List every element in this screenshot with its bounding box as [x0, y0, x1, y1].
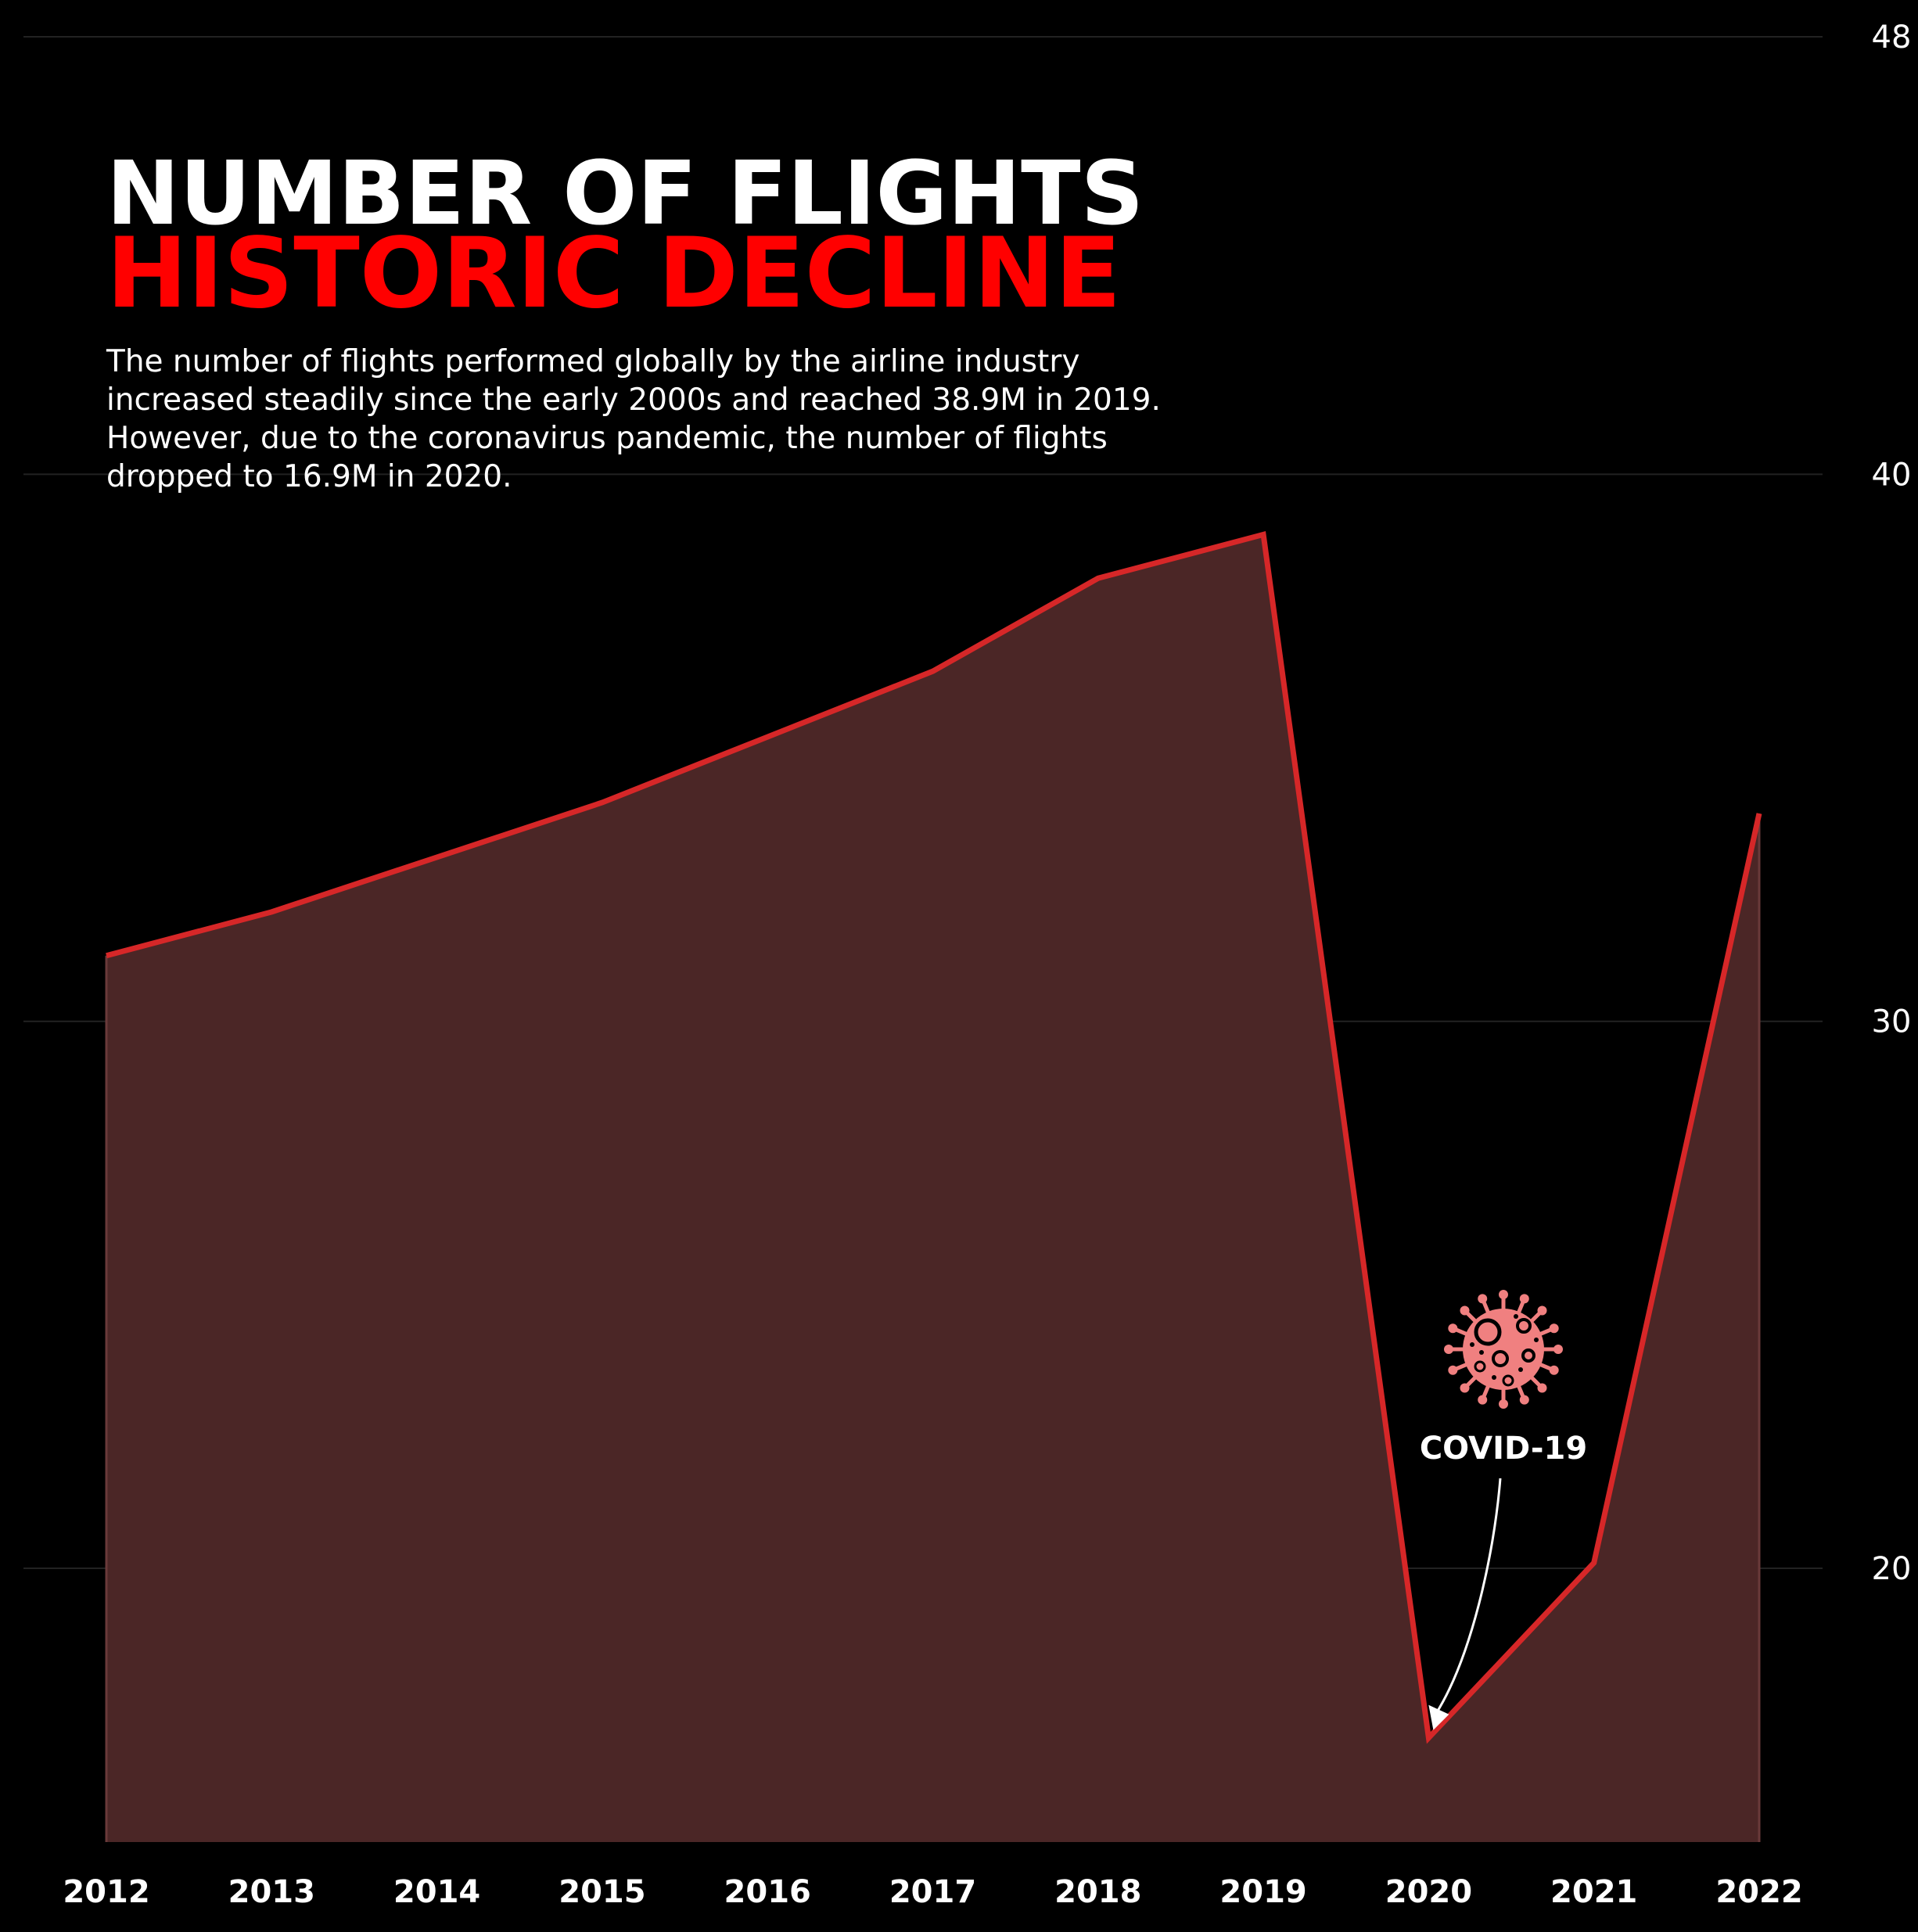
virus-spike-tip: [1448, 1365, 1458, 1375]
virus-spike-tip: [1478, 1294, 1488, 1304]
virus-dot: [1518, 1367, 1523, 1372]
virus-spike-tip: [1553, 1345, 1563, 1354]
area-fill: [106, 534, 1759, 1842]
virus-spike-tip: [1444, 1345, 1453, 1354]
subtitle: The number of flights performed globally…: [106, 344, 1161, 494]
x-tick-label: 2019: [1219, 1874, 1306, 1910]
virus-spike-tip: [1478, 1395, 1488, 1405]
annotation-arrowhead: [1428, 1704, 1449, 1730]
x-axis-ticks: 2012 2013 2014 2015 2016 2017 2018 2019 2020 2021…: [63, 1874, 1802, 1910]
x-tick-label: 2021: [1550, 1874, 1637, 1910]
series-line: [106, 530, 1762, 1744]
title-line-2: HISTORIC DECLINE: [106, 217, 1122, 330]
virus-spike-tip: [1448, 1323, 1458, 1334]
virus-spike-tip: [1460, 1383, 1470, 1393]
x-tick-label: 2017: [889, 1874, 976, 1910]
virus-dot: [1479, 1350, 1484, 1355]
virus-spot: [1521, 1348, 1535, 1363]
x-tick-label: 2018: [1054, 1874, 1141, 1910]
virus-dot: [1514, 1314, 1518, 1319]
virus-spot: [1516, 1318, 1532, 1334]
virus-spike-tip: [1460, 1305, 1470, 1316]
title-line-1: NUMBER OF FLIGHTS: [106, 143, 1144, 245]
virus-dot: [1492, 1375, 1496, 1380]
virus-spike-tip: [1549, 1365, 1559, 1375]
virus-dot: [1534, 1338, 1539, 1342]
virus-dot: [1470, 1342, 1474, 1347]
annotation-label: COVID-19: [1420, 1431, 1587, 1467]
virus-spot: [1492, 1350, 1509, 1367]
virus-spot: [1474, 1360, 1486, 1373]
virus-spot: [1502, 1374, 1514, 1387]
virus-icon: [1444, 1290, 1563, 1409]
x-tick-label: 2022: [1715, 1874, 1802, 1910]
virus-spike-tip: [1519, 1395, 1529, 1405]
virus-spike-tip: [1537, 1305, 1547, 1316]
virus-spike-tip: [1549, 1323, 1559, 1334]
y-tick-label: 40: [1872, 457, 1912, 493]
y-tick-label: 48: [1872, 20, 1912, 56]
virus-spot: [1474, 1318, 1502, 1346]
virus-spike-tip: [1499, 1399, 1508, 1409]
virus-spike-tip: [1519, 1294, 1529, 1304]
x-tick-label: 2020: [1385, 1874, 1472, 1910]
x-tick-label: 2014: [393, 1874, 480, 1910]
x-tick-label: 2012: [63, 1874, 149, 1910]
virus-spike-tip: [1537, 1383, 1547, 1393]
x-tick-label: 2015: [559, 1874, 645, 1910]
x-tick-label: 2016: [724, 1874, 811, 1910]
annotation-arrow: [1435, 1478, 1502, 1714]
x-tick-label: 2013: [228, 1874, 315, 1910]
y-tick-label: 20: [1872, 1551, 1912, 1587]
y-tick-label: 30: [1872, 1004, 1912, 1040]
covid-annotation: COVID-19: [1420, 1290, 1587, 1730]
y-axis-ticks: 20 30 40 48: [1872, 20, 1912, 1587]
virus-spike-tip: [1499, 1290, 1508, 1299]
